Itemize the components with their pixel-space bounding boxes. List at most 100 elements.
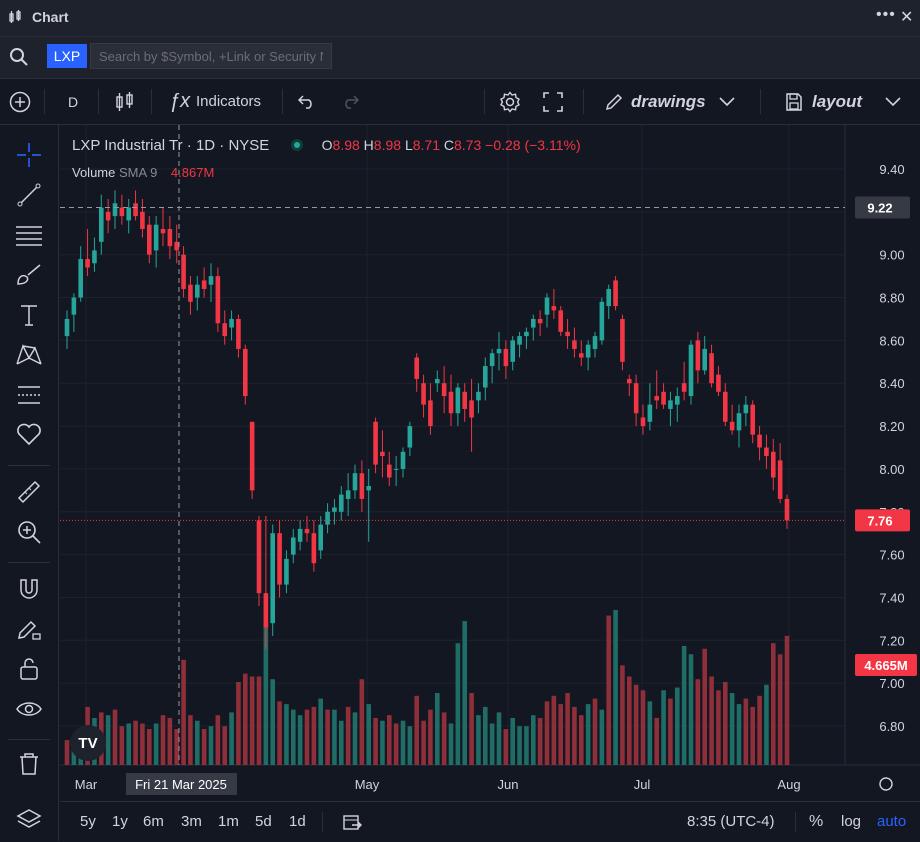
search-icon[interactable] <box>9 47 29 72</box>
range-5y[interactable]: 5y <box>80 813 96 830</box>
pencil-lock-icon[interactable] <box>14 614 44 644</box>
candle <box>201 280 207 289</box>
candle <box>633 383 639 414</box>
tradingview-logo[interactable]: TV <box>70 725 106 761</box>
layout-chevron-down-icon[interactable] <box>885 79 901 124</box>
volume-bar <box>496 712 502 765</box>
indicators-button[interactable]: Indicators <box>196 93 262 110</box>
candle <box>777 460 783 499</box>
crosshair-price-badge <box>855 196 910 219</box>
x-tick-label: Mar <box>75 777 98 792</box>
volume-bar <box>112 709 118 765</box>
log-toggle[interactable]: log <box>841 813 862 830</box>
volume-bar <box>613 610 618 765</box>
candle <box>674 396 680 405</box>
more-menu-icon[interactable]: ••• <box>876 6 896 23</box>
symbol-badge[interactable]: LXP <box>47 44 87 68</box>
magnet-icon[interactable] <box>14 574 44 604</box>
search-input[interactable] <box>90 43 332 69</box>
range-5d[interactable]: 5d <box>255 813 272 830</box>
volume-bar <box>208 726 214 765</box>
candle <box>222 323 228 337</box>
range-1y[interactable]: 1y <box>112 813 128 830</box>
redo-icon[interactable] <box>341 79 359 124</box>
crosshair-icon[interactable] <box>14 140 44 170</box>
layout-menu[interactable]: layout <box>812 91 863 111</box>
eye-icon[interactable] <box>14 694 44 724</box>
volume-bar <box>585 704 591 765</box>
settings-gear-icon[interactable] <box>499 79 521 124</box>
chevron-down-icon[interactable] <box>719 79 735 124</box>
candle <box>578 353 584 358</box>
y-tick-label: 9.00 <box>879 248 904 263</box>
candle <box>428 400 433 427</box>
layers-icon[interactable] <box>16 807 42 838</box>
candles-icon[interactable] <box>115 79 135 124</box>
heart-icon[interactable] <box>14 420 44 450</box>
candle <box>325 511 330 525</box>
high-label: H <box>363 137 374 153</box>
timezone-label[interactable]: 8:35 (UTC-4) <box>687 813 775 830</box>
volume-bar <box>709 676 714 765</box>
close-icon[interactable]: ✕ <box>900 9 914 26</box>
forecast-icon[interactable] <box>14 380 44 410</box>
volume-bar <box>249 676 255 765</box>
fx-icon[interactable]: ƒx <box>169 90 191 112</box>
undo-icon[interactable] <box>298 79 316 124</box>
candle <box>194 284 200 298</box>
drawings-menu[interactable]: drawings <box>631 91 706 111</box>
candle <box>572 340 577 349</box>
range-3m[interactable]: 3m <box>181 813 202 830</box>
candle <box>188 284 193 302</box>
save-layout-icon[interactable] <box>785 79 803 124</box>
x-tick-label: May <box>355 777 380 792</box>
last-volume-badge <box>855 654 917 676</box>
volume-bar <box>325 709 330 765</box>
fib-lines-icon[interactable] <box>14 220 44 250</box>
goto-date-icon[interactable] <box>342 812 362 837</box>
volume-bar <box>750 706 756 765</box>
brush-icon[interactable] <box>14 260 44 290</box>
candle <box>160 228 166 234</box>
volume-bar <box>668 698 673 765</box>
volume-bar <box>681 645 687 765</box>
percent-toggle[interactable]: % <box>809 813 824 830</box>
candle <box>565 331 570 337</box>
candle <box>414 357 420 379</box>
candle <box>434 378 440 384</box>
last-price-badge <box>855 509 910 532</box>
candle <box>640 417 646 427</box>
add-symbol-icon[interactable] <box>9 79 31 124</box>
price-chart[interactable]: 9.409.209.008.808.608.408.208.007.807.60… <box>60 125 920 801</box>
candle <box>119 207 125 217</box>
range-1m[interactable]: 1m <box>218 813 239 830</box>
zoom-in-icon[interactable] <box>14 517 44 547</box>
volume-bar <box>400 720 406 765</box>
range-1d[interactable]: 1d <box>289 813 306 830</box>
candle <box>386 464 392 478</box>
range-6m[interactable]: 6m <box>143 813 164 830</box>
pencil-icon[interactable] <box>604 79 624 124</box>
trash-icon[interactable] <box>14 749 44 779</box>
candle <box>613 280 618 307</box>
candle <box>393 468 399 470</box>
interval-button[interactable]: D <box>68 93 79 110</box>
volume-bar <box>428 709 433 765</box>
text-icon[interactable] <box>14 300 44 330</box>
volume-bar <box>551 695 557 765</box>
auto-toggle[interactable]: auto <box>877 813 907 830</box>
symbol-name[interactable]: LXP Industrial Tr · 1D · NYSE <box>72 137 270 154</box>
candle <box>626 378 632 384</box>
fullscreen-icon[interactable] <box>542 79 564 124</box>
pattern-icon[interactable] <box>14 340 44 370</box>
lock-icon[interactable] <box>14 654 44 684</box>
trend-line-icon[interactable] <box>14 180 44 210</box>
volume-label[interactable]: Volume <box>72 165 116 180</box>
candle <box>181 254 186 289</box>
candle <box>647 404 653 422</box>
ruler-icon[interactable] <box>14 477 44 507</box>
y-tick-label: 7.00 <box>879 676 904 691</box>
candle <box>98 207 104 242</box>
candle <box>668 400 673 409</box>
volume-bar <box>222 726 228 765</box>
